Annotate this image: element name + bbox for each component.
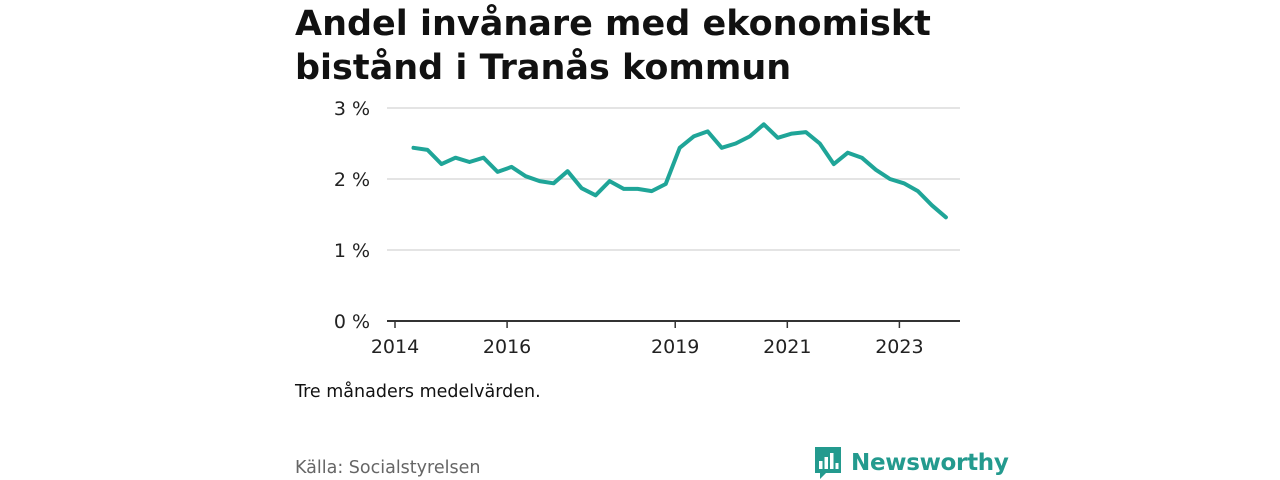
- chart-subtitle: Tre månaders medelvärden.: [295, 382, 541, 402]
- y-tick-label: 2 %: [334, 169, 370, 191]
- data-point: [692, 134, 696, 138]
- data-point: [888, 177, 892, 181]
- data-point: [580, 186, 584, 190]
- x-tick-label: 2021: [763, 336, 811, 358]
- data-point: [846, 151, 850, 155]
- source-note: Källa: Socialstyrelsen: [295, 458, 481, 478]
- data-point: [440, 162, 444, 166]
- data-point: [678, 146, 682, 150]
- data-point: [608, 179, 612, 183]
- data-point: [524, 174, 528, 178]
- x-tick-label: 2014: [371, 336, 419, 358]
- data-point: [566, 169, 570, 173]
- data-point: [804, 130, 808, 134]
- x-tick-label: 2023: [875, 336, 923, 358]
- newsworthy-logo[interactable]: Newsworthy: [814, 446, 1009, 480]
- x-tick-label: 2016: [483, 336, 531, 358]
- data-point: [636, 187, 640, 191]
- data-point: [664, 182, 668, 186]
- y-tick-label: 3 %: [334, 98, 370, 120]
- data-point: [944, 215, 948, 219]
- data-point: [706, 129, 710, 133]
- x-tick-label: 2019: [651, 336, 699, 358]
- brand-name: Newsworthy: [851, 450, 1009, 476]
- data-point: [482, 156, 486, 160]
- data-point: [622, 187, 626, 191]
- data-point: [594, 193, 598, 197]
- data-point: [538, 179, 542, 183]
- y-tick-label: 0 %: [334, 311, 370, 333]
- data-point: [734, 142, 738, 146]
- gridlines: [387, 107, 960, 251]
- y-axis-tick-labels: 0 % 1 % 2 % 3 %: [334, 98, 370, 333]
- data-point: [832, 162, 836, 166]
- data-point: [496, 170, 500, 174]
- data-point: [776, 136, 780, 140]
- data-point: [860, 156, 864, 160]
- data-point: [468, 160, 472, 164]
- line-chart: 0 % 1 % 2 % 3 % 2014 2016 2019 2021 2023: [334, 98, 960, 358]
- data-point: [720, 146, 724, 150]
- data-point: [552, 181, 556, 185]
- data-point: [762, 122, 766, 126]
- data-point: [411, 146, 415, 150]
- data-point: [930, 203, 934, 207]
- data-point: [818, 142, 822, 146]
- series-line: [411, 122, 948, 220]
- data-point: [748, 134, 752, 138]
- y-tick-label: 1 %: [334, 240, 370, 262]
- data-point: [790, 132, 794, 136]
- data-points: [411, 122, 947, 219]
- data-point: [916, 189, 920, 193]
- x-axis-ticks: 2014 2016 2019 2021 2023: [371, 321, 924, 358]
- newsworthy-logo-icon: [815, 447, 841, 479]
- data-point: [510, 165, 514, 169]
- data-point: [426, 148, 430, 152]
- data-point: [902, 181, 906, 185]
- data-point: [454, 156, 458, 160]
- data-point: [874, 168, 878, 172]
- data-point: [650, 189, 654, 193]
- chart-title: Andel invånare med ekonomiskt bistånd i …: [295, 4, 931, 88]
